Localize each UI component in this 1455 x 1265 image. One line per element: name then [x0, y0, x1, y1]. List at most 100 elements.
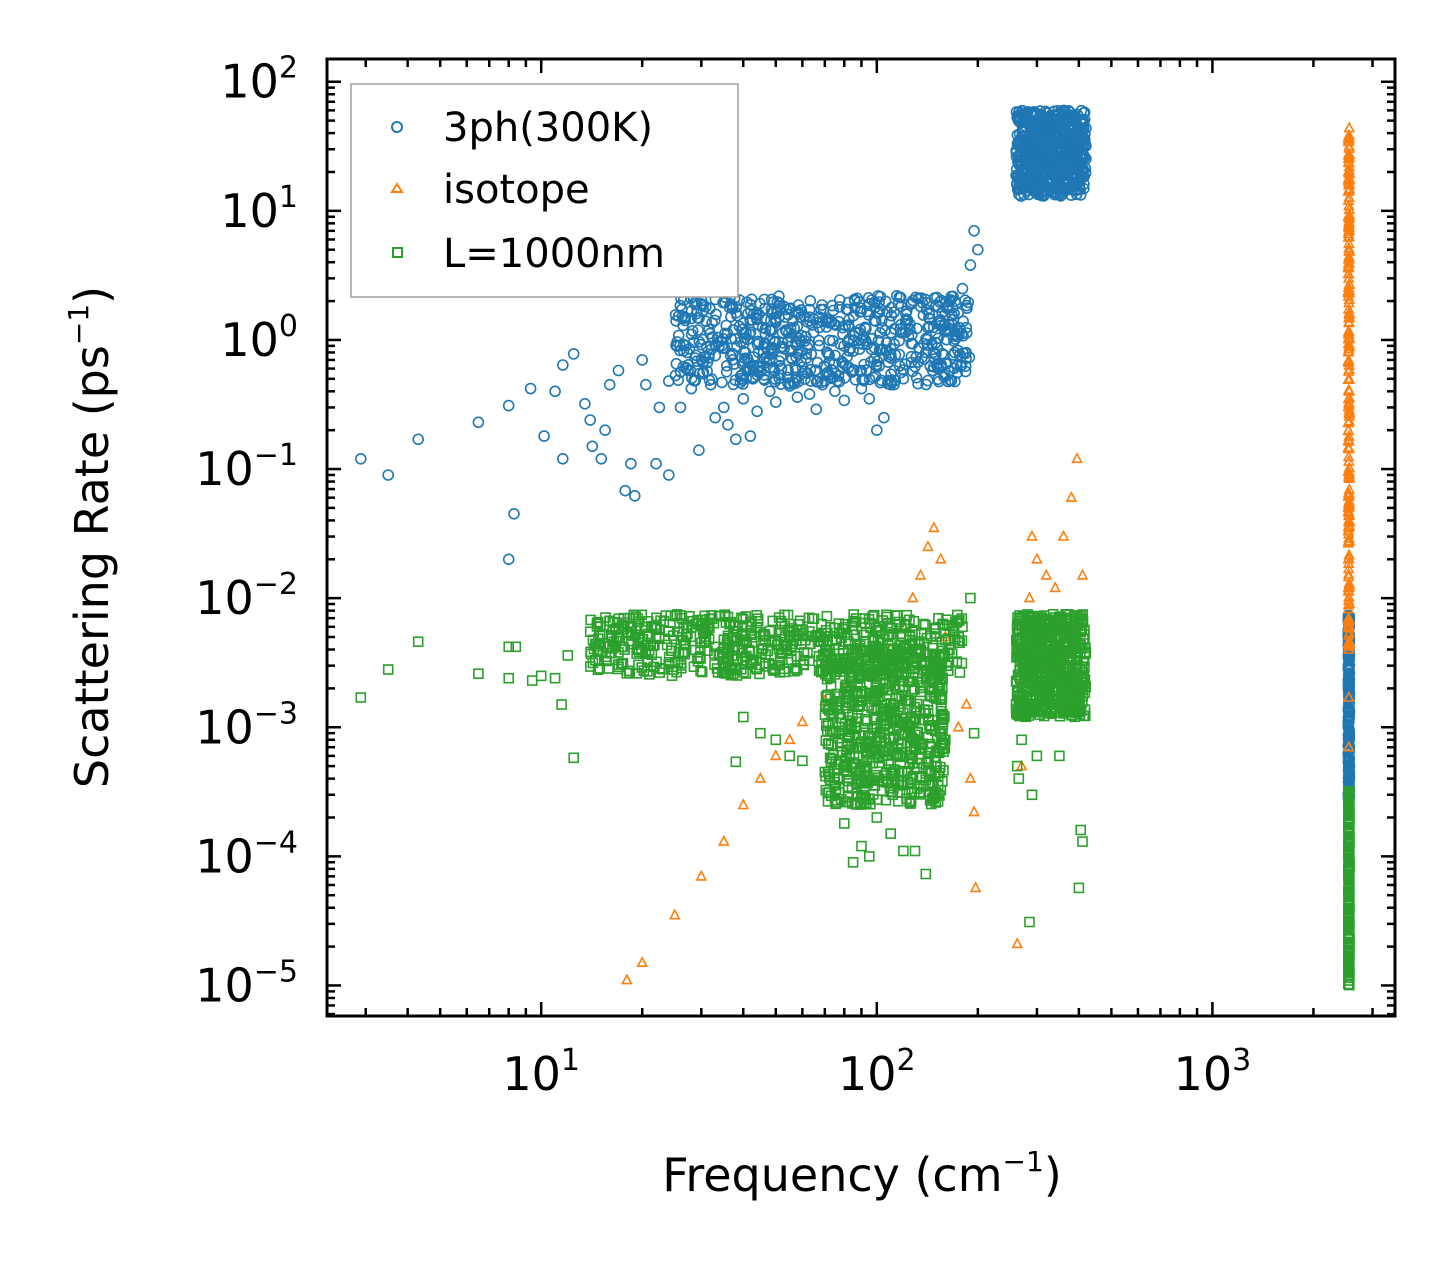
data-point-3ph-300k-: [1044, 164, 1056, 176]
data-point-isotope: [1342, 267, 1355, 279]
data-point-3ph-300k-: [775, 350, 787, 363]
data-point-3ph-300k-: [840, 303, 853, 316]
data-point-3ph-300k-: [796, 367, 809, 380]
data-point-isotope: [1057, 529, 1070, 541]
data-point-3ph-300k-: [709, 314, 721, 327]
data-point-3ph-300k-: [860, 322, 872, 335]
data-point-isotope: [1342, 433, 1355, 445]
data-point-3ph-300k-: [813, 334, 825, 347]
data-point-3ph-300k-: [686, 325, 699, 337]
data-point-3ph-300k-: [957, 329, 969, 342]
data-point-3ph-300k-: [885, 301, 898, 314]
data-point-3ph-300k-: [716, 376, 728, 389]
legend-label-boundary: L=1000nm: [443, 231, 665, 277]
data-point-3ph-300k-: [775, 362, 788, 375]
y-tick-label: 10−4: [195, 825, 298, 883]
y-tick-label: 10−2: [195, 567, 298, 625]
data-point-3ph-300k-: [934, 361, 947, 373]
data-point-isotope: [1343, 316, 1355, 328]
data-point-3ph-300k-: [823, 349, 836, 362]
data-point-3ph-300k-: [854, 365, 866, 378]
data-point-3ph-300k-: [1071, 147, 1084, 160]
data-point-3ph-300k-: [1074, 189, 1087, 201]
data-point-isotope: [737, 798, 750, 810]
data-point-3ph-300k-: [685, 382, 698, 395]
data-point-3ph-300k-: [813, 311, 826, 323]
data-point-isotope: [695, 869, 708, 881]
data-point-3ph-300k-: [815, 303, 827, 316]
data-point-3ph-300k-: [689, 298, 701, 310]
data-point-3ph-300k-: [722, 418, 734, 431]
data-point-3ph-300k-: [956, 282, 969, 295]
data-point-3ph-300k-: [472, 416, 485, 429]
data-point-3ph-300k-: [734, 370, 747, 382]
data-point-3ph-300k-: [971, 243, 984, 256]
data-point-isotope: [1343, 128, 1355, 140]
data-point-isotope: [1343, 296, 1355, 308]
data-point-3ph-300k-: [693, 444, 705, 457]
data-point-3ph-300k-: [946, 301, 959, 314]
data-point-3ph-300k-: [904, 318, 916, 331]
data-point-3ph-300k-: [839, 359, 852, 371]
data-point-3ph-300k-: [792, 348, 804, 360]
data-point-l-1000nm: [968, 727, 980, 739]
data-point-3ph-300k-: [770, 307, 783, 320]
data-point-3ph-300k-: [803, 303, 816, 316]
data-point-3ph-300k-: [1048, 165, 1061, 177]
data-point-3ph-300k-: [556, 359, 569, 371]
data-point-3ph-300k-: [960, 346, 972, 359]
data-point-3ph-300k-: [833, 301, 846, 313]
data-point-isotope: [1342, 227, 1355, 239]
data-point-3ph-300k-: [1047, 146, 1059, 158]
data-point-isotope: [717, 834, 730, 846]
data-point-3ph-300k-: [738, 352, 751, 365]
data-point-3ph-300k-: [870, 424, 883, 437]
data-point-3ph-300k-: [744, 314, 756, 326]
data-point-isotope: [1342, 355, 1355, 367]
data-point-isotope: [922, 540, 934, 552]
data-point-3ph-300k-: [741, 333, 754, 346]
data-point-3ph-300k-: [729, 433, 742, 446]
data-point-3ph-300k-: [968, 225, 980, 237]
data-point-l-1000nm: [871, 812, 883, 823]
data-point-3ph-300k-: [865, 343, 878, 356]
data-point-3ph-300k-: [827, 304, 840, 317]
data-point-3ph-300k-: [744, 430, 757, 442]
data-point-3ph-300k-: [803, 388, 816, 401]
data-point-3ph-300k-: [1054, 187, 1066, 199]
data-point-3ph-300k-: [885, 309, 898, 322]
data-point-3ph-300k-: [752, 308, 765, 321]
data-point-3ph-300k-: [740, 372, 753, 385]
data-point-3ph-300k-: [524, 382, 537, 395]
data-point-3ph-300k-: [672, 329, 685, 342]
data-point-l-1000nm: [784, 750, 796, 762]
data-point-3ph-300k-: [791, 391, 804, 404]
data-point-3ph-300k-: [820, 321, 833, 333]
data-point-3ph-300k-: [639, 378, 652, 391]
data-point-3ph-300k-: [1051, 115, 1064, 127]
data-point-3ph-300k-: [1067, 179, 1080, 192]
data-point-isotope: [1343, 251, 1355, 263]
data-point-isotope: [964, 771, 977, 783]
data-point-3ph-300k-: [936, 347, 949, 360]
data-point-l-1000nm: [737, 711, 749, 723]
data-point-3ph-300k-: [725, 310, 737, 323]
data-point-l-1000nm: [1024, 916, 1035, 928]
data-point-isotope: [1342, 344, 1355, 356]
data-point-3ph-300k-: [508, 507, 520, 520]
data-point-3ph-300k-: [595, 452, 608, 465]
data-point-3ph-300k-: [603, 378, 616, 391]
series-1: [621, 121, 1356, 985]
data-point-isotope: [914, 568, 927, 580]
data-point-3ph-300k-: [584, 414, 597, 426]
data-point-3ph-300k-: [948, 307, 960, 320]
data-point-3ph-300k-: [692, 324, 704, 336]
data-point-3ph-300k-: [766, 324, 778, 336]
data-point-3ph-300k-: [839, 319, 852, 332]
data-point-3ph-300k-: [1343, 754, 1355, 766]
data-point-isotope: [1342, 326, 1355, 338]
data-point-l-1000nm: [898, 845, 909, 857]
data-point-3ph-300k-: [960, 352, 972, 365]
data-point-isotope: [1343, 358, 1355, 370]
data-point-3ph-300k-: [717, 401, 730, 414]
